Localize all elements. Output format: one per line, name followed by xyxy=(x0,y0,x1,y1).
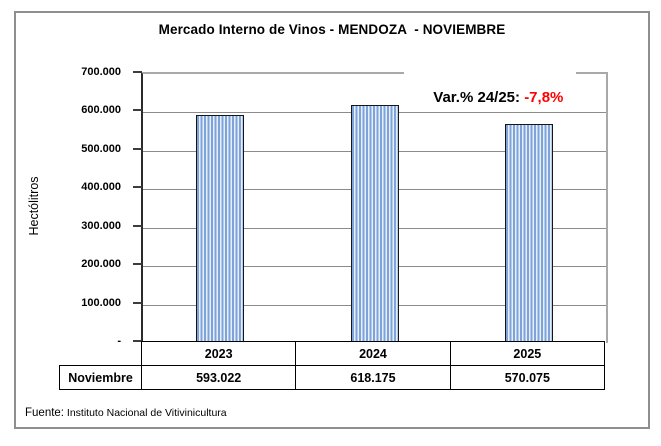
year-header-2024: 2024 xyxy=(295,341,451,366)
y-tick-mark xyxy=(133,340,142,342)
y-tick-mark xyxy=(133,263,142,265)
y-tick-mark xyxy=(133,71,142,73)
value-2023: 593.022 xyxy=(140,365,297,390)
value-2025: 570.075 xyxy=(449,365,606,390)
variation-label: Var.% 24/25: xyxy=(433,89,525,106)
value-2024: 618.175 xyxy=(295,365,451,390)
y-tick-label: 200.000 xyxy=(81,258,121,270)
y-tick-label: 400.000 xyxy=(81,181,121,193)
bar-2023 xyxy=(196,115,244,343)
y-tick-label: 500.000 xyxy=(81,143,121,155)
source-label: Fuente: xyxy=(25,407,64,419)
source-note: Fuente: Instituto Nacional de Vitivinicu… xyxy=(25,407,227,419)
data-table: 2023 2024 2025 Noviembre 593.022 618.175… xyxy=(59,341,606,390)
chart-title: Mercado Interno de Vinos - MENDOZA - NOV… xyxy=(158,22,506,37)
bar-2025 xyxy=(505,124,553,343)
y-tick-label: - xyxy=(117,335,121,347)
y-tick-label: 100.000 xyxy=(81,297,121,309)
y-tick-mark xyxy=(133,186,142,188)
y-tick-mark xyxy=(133,302,142,304)
bar-2024 xyxy=(351,105,399,343)
table-header-row: 2023 2024 2025 xyxy=(60,341,606,366)
table-value-row: Noviembre 593.022 618.175 570.075 xyxy=(59,365,606,390)
y-tick-mark xyxy=(133,109,142,111)
source-text: Instituto Nacional de Vitivinicultura xyxy=(64,407,227,419)
row-label: Noviembre xyxy=(59,365,142,390)
table-corner-cell xyxy=(60,342,142,366)
variation-annotation: Var.% 24/25: -7,8% xyxy=(404,62,576,106)
variation-value: -7,8% xyxy=(524,89,564,106)
year-header-2023: 2023 xyxy=(140,341,297,366)
y-tick-label: 300.000 xyxy=(81,220,121,232)
y-tick-mark xyxy=(133,148,142,150)
year-header-2025: 2025 xyxy=(449,341,606,366)
y-tick-label: 600.000 xyxy=(81,104,121,116)
y-tick-label: 700.000 xyxy=(81,66,121,78)
y-tick-mark xyxy=(133,225,142,227)
plot-area xyxy=(141,72,608,343)
